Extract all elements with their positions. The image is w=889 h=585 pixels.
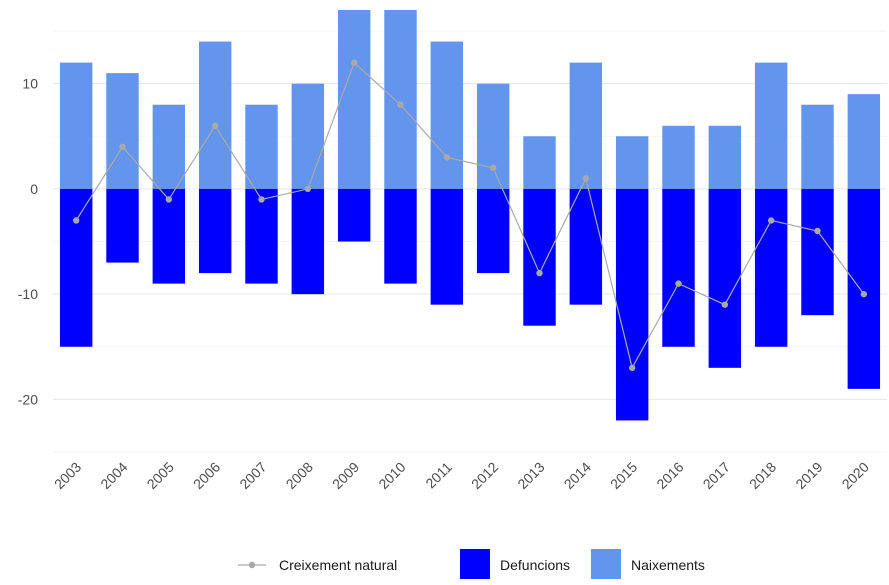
- legend-label-creixement: Creixement natural: [279, 557, 397, 573]
- growth-point: [305, 186, 311, 192]
- legend-label-defuncions: Defuncions: [500, 557, 570, 573]
- x-tick-label: 2014: [561, 459, 594, 492]
- bar-defuncions: [616, 189, 648, 421]
- bar-defuncions: [245, 189, 277, 284]
- bar-defuncions: [384, 189, 416, 284]
- x-tick-label: 2006: [190, 459, 223, 492]
- growth-point: [351, 59, 357, 65]
- bar-naixements: [431, 42, 463, 189]
- x-tick-label: 2005: [144, 459, 177, 492]
- x-tick-label: 2012: [468, 459, 501, 492]
- bar-defuncions: [477, 189, 509, 273]
- bar-naixements: [755, 63, 787, 189]
- bar-defuncions: [801, 189, 833, 315]
- bar-naixements: [384, 10, 416, 189]
- x-axis-ticks: 2003 2004 2005 2006 2007 2008 2009 2010 2011 2012…: [51, 459, 872, 492]
- growth-point: [583, 175, 589, 181]
- x-tick-label: 2018: [746, 459, 779, 492]
- x-tick-label: 2010: [375, 459, 408, 492]
- bars: [60, 10, 880, 420]
- y-tick-label: 10: [22, 76, 38, 92]
- growth-point: [490, 165, 496, 171]
- y-axis-ticks: 10 0 -10 -20: [18, 76, 38, 408]
- growth-line: [73, 59, 867, 371]
- bar-naixements: [616, 136, 648, 189]
- legend-key-point: [249, 562, 255, 568]
- x-tick-label: 2013: [514, 459, 547, 492]
- x-tick-label: 2015: [607, 459, 640, 492]
- bar-naixements: [60, 63, 92, 189]
- bar-naixements: [106, 73, 138, 189]
- growth-point: [258, 196, 264, 202]
- x-tick-label: 2004: [97, 459, 130, 492]
- bar-defuncions: [755, 189, 787, 347]
- legend-key-naixements: [591, 549, 621, 579]
- growth-point: [768, 217, 774, 223]
- x-tick-label: 2017: [700, 459, 733, 492]
- bar-naixements: [245, 105, 277, 189]
- growth-point: [166, 196, 172, 202]
- legend: Creixement natural Defuncions Naixements: [238, 549, 705, 579]
- x-tick-label: 2009: [329, 459, 362, 492]
- growth-point: [722, 301, 728, 307]
- y-tick-label: 0: [30, 181, 38, 197]
- bar-defuncions: [338, 189, 370, 242]
- bar-defuncions: [199, 189, 231, 273]
- bar-defuncions: [292, 189, 324, 294]
- growth-point: [536, 270, 542, 276]
- x-tick-label: 2003: [51, 459, 84, 492]
- bar-defuncions: [709, 189, 741, 368]
- growth-point: [675, 280, 681, 286]
- bar-naixements: [153, 105, 185, 189]
- x-tick-label: 2016: [653, 459, 686, 492]
- x-tick-label: 2007: [236, 459, 269, 492]
- growth-point: [444, 154, 450, 160]
- bar-naixements: [199, 42, 231, 189]
- growth-point: [397, 102, 403, 108]
- growth-point: [861, 291, 867, 297]
- bar-naixements: [338, 10, 370, 189]
- bar-defuncions: [106, 189, 138, 263]
- bar-naixements: [662, 126, 694, 189]
- growth-point: [119, 144, 125, 150]
- y-tick-label: -20: [18, 391, 38, 407]
- x-tick-label: 2011: [422, 459, 455, 492]
- y-tick-label: -10: [18, 286, 38, 302]
- legend-key-defuncions: [460, 549, 490, 579]
- x-tick-label: 2008: [283, 459, 316, 492]
- growth-point: [212, 123, 218, 129]
- growth-point: [629, 365, 635, 371]
- bar-naixements: [709, 126, 741, 189]
- bar-defuncions: [523, 189, 555, 326]
- growth-point: [73, 217, 79, 223]
- x-tick-label: 2019: [792, 459, 825, 492]
- growth-line-path: [76, 63, 864, 368]
- bar-defuncions: [431, 189, 463, 305]
- growth-point: [814, 228, 820, 234]
- bar-naixements: [848, 94, 880, 189]
- bar-defuncions: [60, 189, 92, 347]
- legend-label-naixements: Naixements: [631, 557, 705, 573]
- bar-defuncions: [662, 189, 694, 347]
- bar-defuncions: [153, 189, 185, 284]
- bar-defuncions: [848, 189, 880, 389]
- bar-naixements: [523, 136, 555, 189]
- bar-defuncions: [570, 189, 602, 305]
- bar-naixements: [801, 105, 833, 189]
- bar-naixements: [292, 84, 324, 189]
- x-tick-label: 2020: [839, 459, 872, 492]
- bar-naixements: [570, 63, 602, 189]
- bar-naixements: [477, 84, 509, 189]
